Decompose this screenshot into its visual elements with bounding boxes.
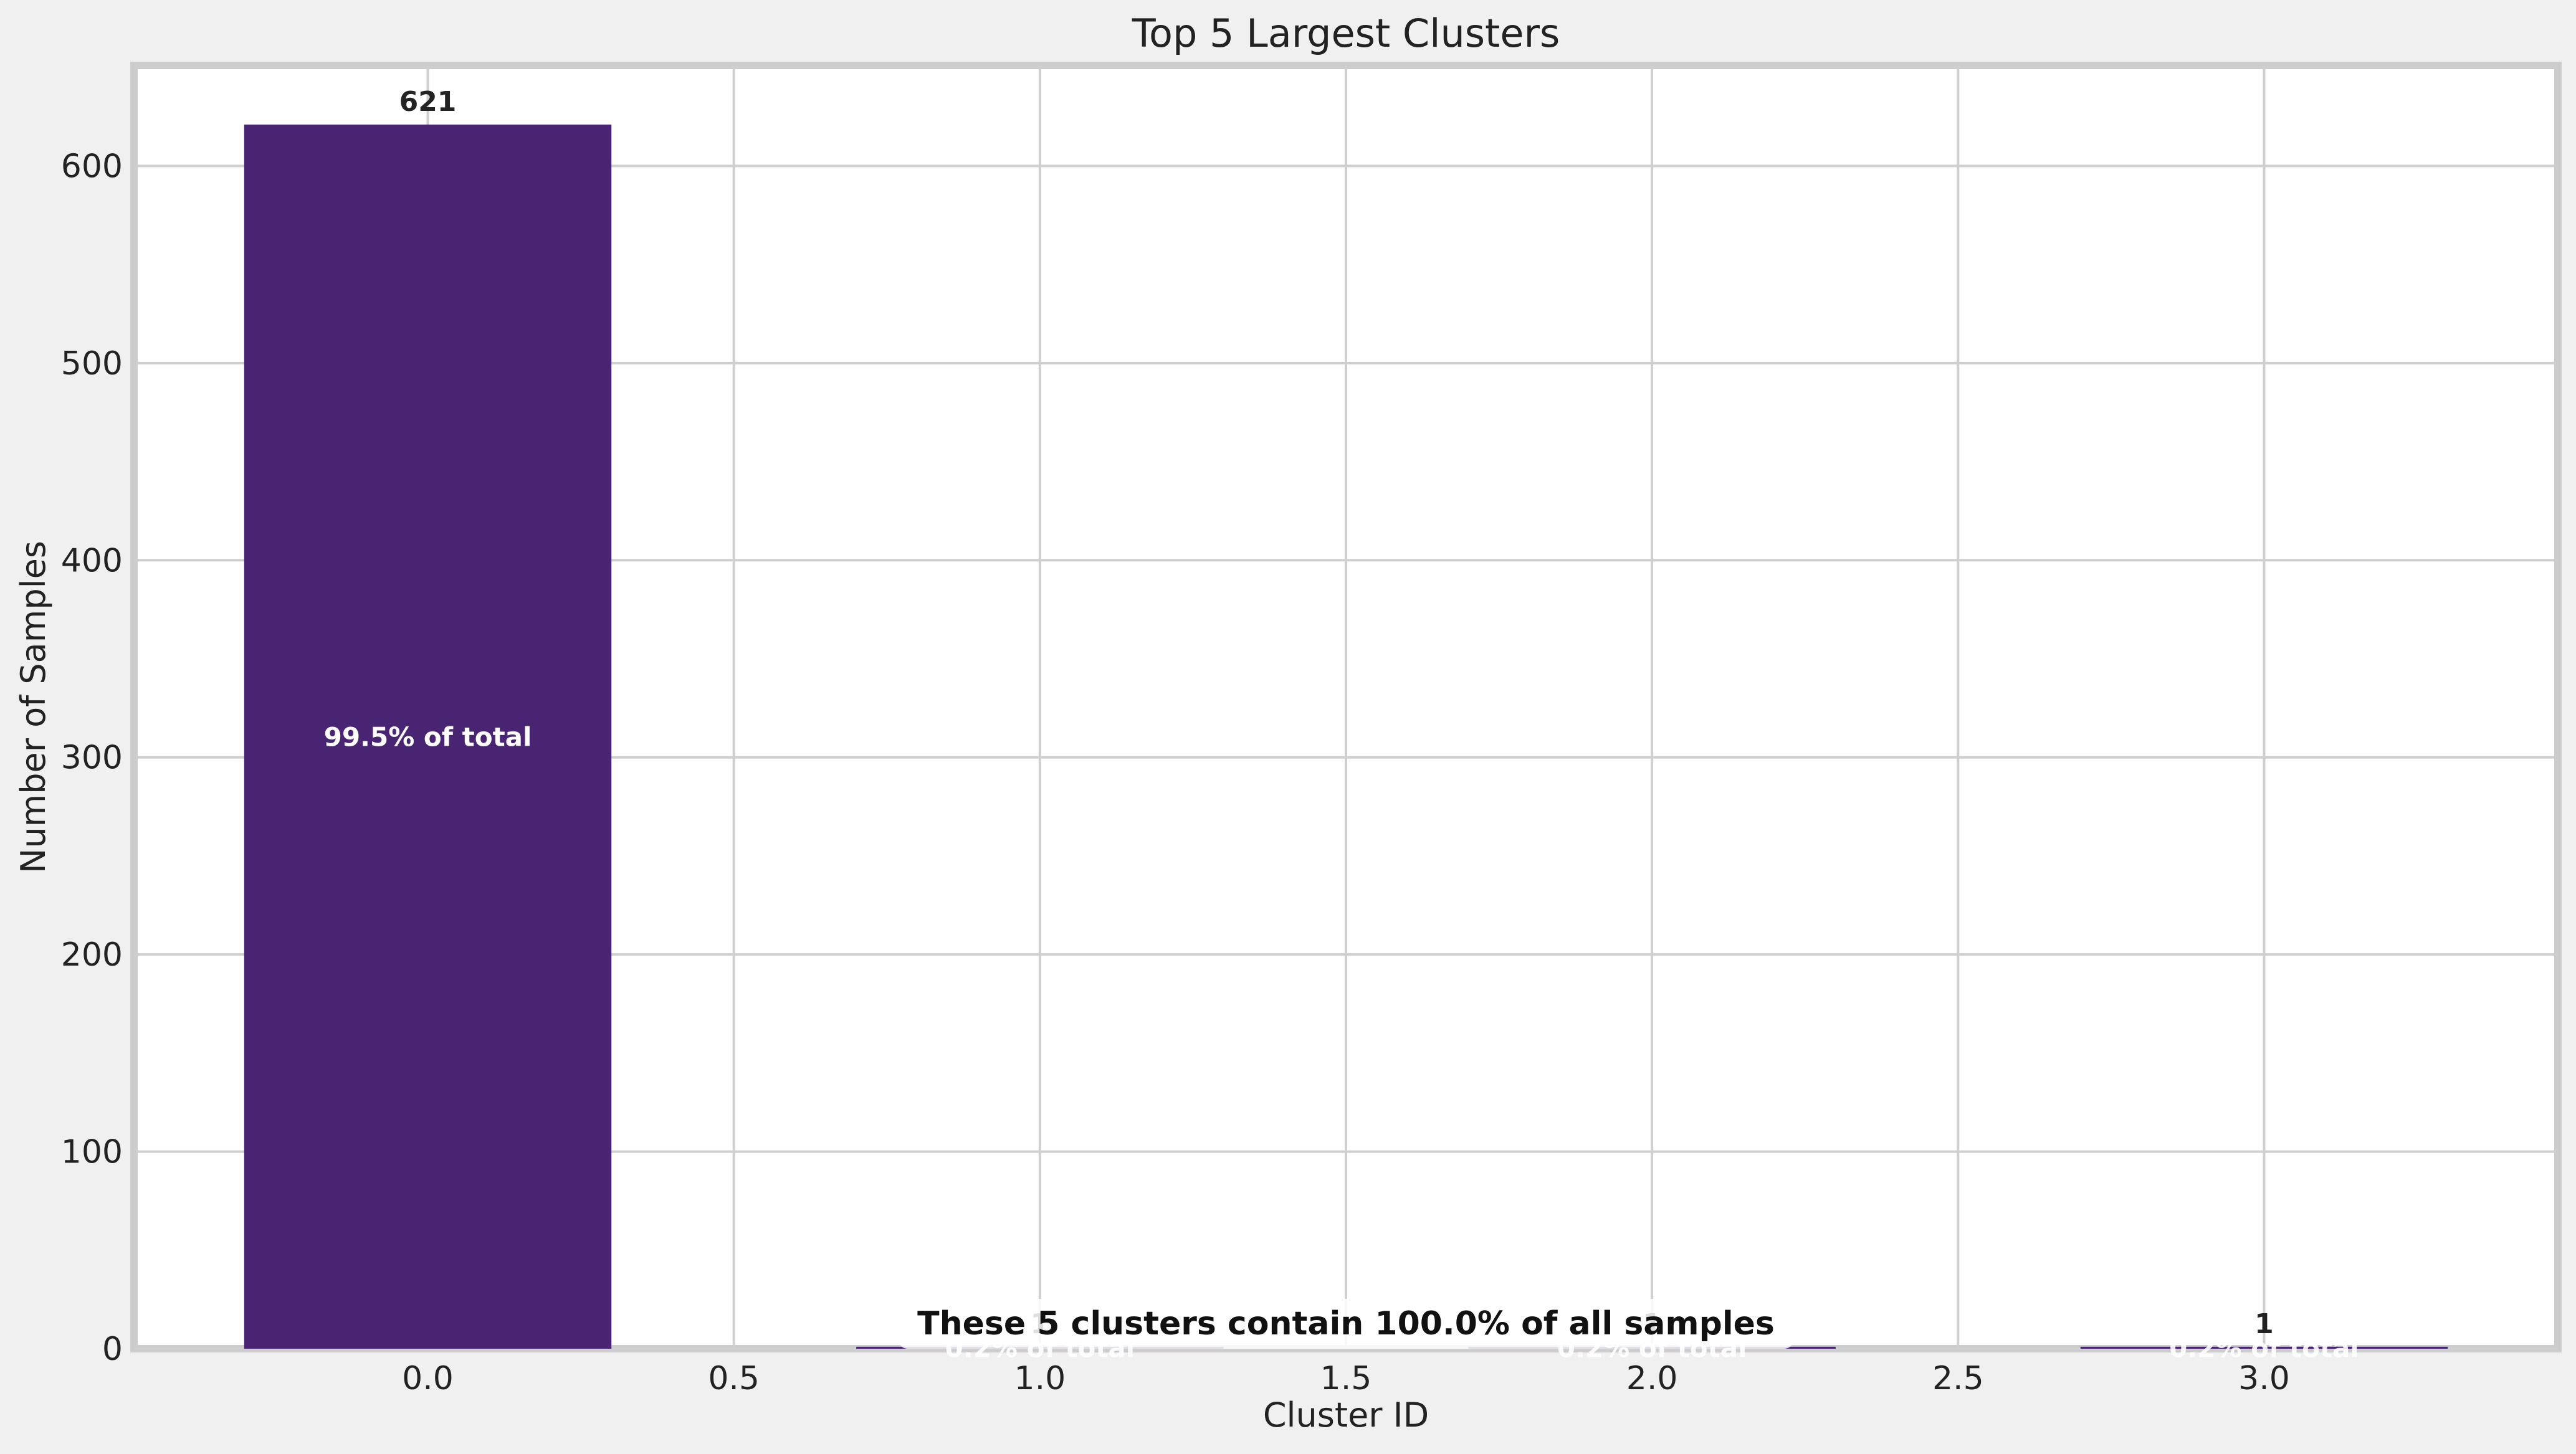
x-tick-label: 1.5 xyxy=(1320,1360,1372,1397)
x-tick-label: 1.0 xyxy=(1014,1360,1066,1397)
bar-cluster-3 xyxy=(2080,1346,2448,1349)
x-tick-label: 0.0 xyxy=(402,1360,454,1397)
y-tick-label: 0 xyxy=(102,1331,123,1368)
bar-value-label: 1 xyxy=(2254,1308,2274,1340)
bar-cluster-0 xyxy=(244,124,612,1349)
summary-annotation-box xyxy=(899,1299,1793,1349)
y-tick-label: 200 xyxy=(61,936,123,974)
x-axis-label: Cluster ID xyxy=(1263,1395,1429,1435)
x-tick-label: 2.5 xyxy=(1932,1360,1984,1397)
y-tick-label: 600 xyxy=(61,148,123,185)
bar-value-label: 621 xyxy=(399,86,457,118)
bar-percent-label: 99.5% of total xyxy=(324,721,532,752)
bar-percent-label: 0.2% of total xyxy=(2169,1333,2359,1363)
y-tick-label: 300 xyxy=(61,739,123,777)
y-tick-label: 500 xyxy=(61,345,123,383)
chart-title: Top 5 Largest Clusters xyxy=(1132,11,1560,56)
y-axis-label: Number of Samples xyxy=(14,541,53,873)
y-tick-label: 400 xyxy=(61,542,123,579)
summary-annotation: These 5 clusters contain 100.0% of all s… xyxy=(917,1305,1775,1342)
x-tick-label: 3.0 xyxy=(2238,1360,2290,1397)
x-tick-label: 0.5 xyxy=(708,1360,760,1397)
tick-labels: 0.0 0.5 1.0 1.5 2.0 2.5 3.0 0 100 200 300 400 500 600 xyxy=(61,148,2290,1397)
y-tick-label: 100 xyxy=(61,1134,123,1171)
x-tick-label: 2.0 xyxy=(1626,1360,1678,1397)
